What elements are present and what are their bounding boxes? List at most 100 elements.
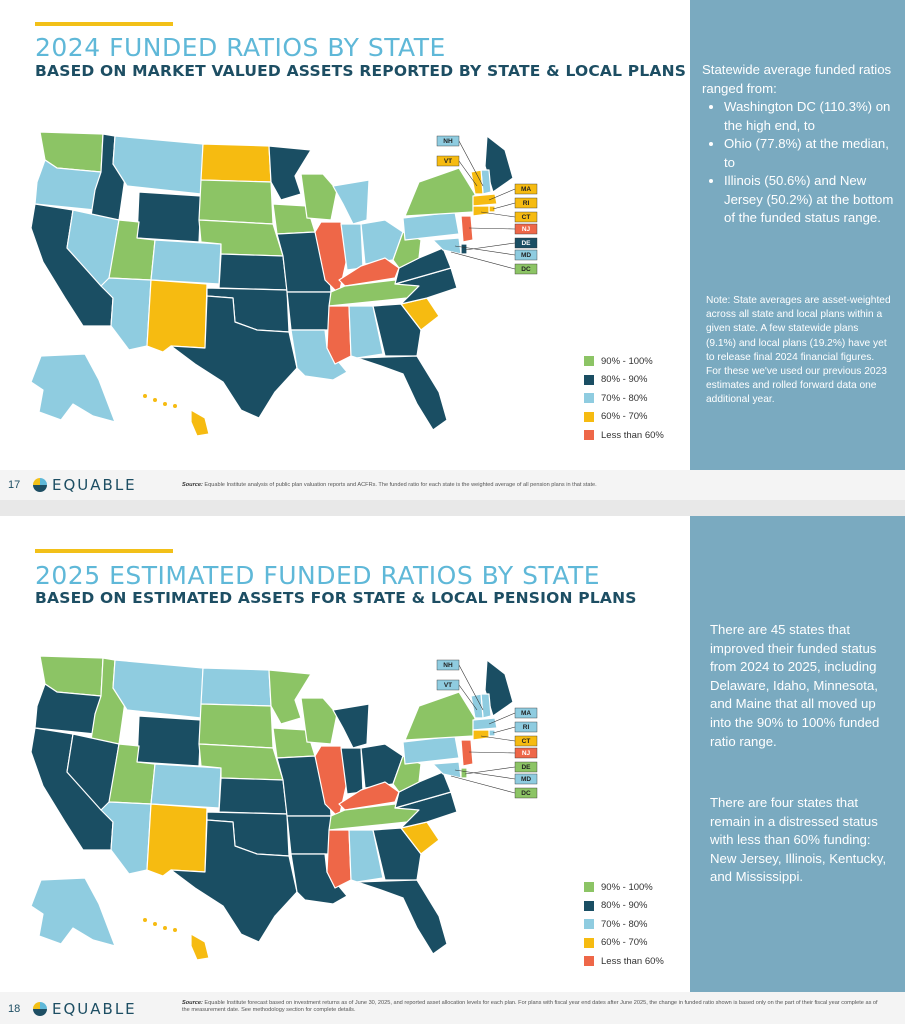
legend-item: 80% - 90% [584, 897, 664, 916]
state-wv [392, 231, 422, 269]
state-ga [372, 827, 422, 881]
state-tx [170, 819, 298, 943]
equable-logo: EQUABLE [32, 476, 137, 494]
state-wy [136, 191, 202, 243]
state-ma [472, 193, 498, 207]
state-me [484, 659, 514, 717]
tag-box [514, 761, 538, 773]
tag-leader-line [492, 726, 516, 734]
source-text: Equable Institute analysis of public pla… [204, 482, 597, 488]
state-mn [268, 669, 312, 725]
source-label: Source: [182, 482, 203, 488]
state-ga [372, 303, 422, 357]
tag-box [514, 211, 538, 223]
state-co [150, 763, 222, 809]
equable-logo-icon [33, 1002, 47, 1016]
sidebar-bullet: Illinois (50.6%) and New Jersey (50.2%) … [724, 172, 894, 228]
legend-item: Less than 60% [584, 952, 664, 971]
state-al [348, 305, 384, 359]
legend-item: 90% - 100% [584, 878, 664, 897]
state-tag-ma: MA [488, 707, 538, 725]
legend-label: 70% - 80% [601, 918, 648, 930]
state-wy [136, 715, 202, 767]
legend-item: 60% - 70% [584, 934, 664, 953]
state-ar [286, 815, 332, 855]
sidebar-panel: There are 45 states that improved their … [690, 516, 905, 992]
state-mi [332, 703, 370, 749]
page-number: 17 [8, 479, 21, 491]
state-co [150, 239, 222, 285]
slide-title: 2024 FUNDED RATIOS BY STATE [35, 33, 446, 62]
state-tag-md: MD [454, 769, 538, 785]
tag-leader-line [458, 140, 484, 187]
sidebar-paragraph: There are four states that remain in a d… [710, 795, 887, 885]
state-ks [218, 777, 288, 815]
state-tag-nh: NH [436, 659, 484, 711]
state-la [290, 853, 348, 905]
source-label: Source: [182, 1000, 203, 1006]
legend-label: 90% - 100% [601, 881, 653, 893]
legend-label: 90% - 100% [601, 355, 653, 367]
tag-leader-line [488, 188, 516, 201]
state-hi-island [143, 918, 147, 922]
state-tag-nj: NJ [468, 747, 538, 759]
legend-item: 90% - 100% [584, 352, 664, 371]
tag-label: VT [444, 158, 452, 165]
equable-logo-icon [33, 478, 47, 492]
tag-leader-line [458, 160, 478, 187]
tag-leader-line [480, 735, 516, 742]
state-tag-de: DE [464, 761, 538, 775]
sidebar-bullet: Ohio (77.8%) at the median, to [724, 135, 894, 172]
state-tag-ct: CT [480, 211, 538, 223]
state-de [460, 767, 468, 779]
state-ny [404, 167, 476, 217]
state-wv [392, 755, 422, 793]
state-nm [146, 803, 208, 877]
tag-label: NH [443, 662, 453, 669]
legend-label: 80% - 90% [601, 374, 648, 386]
state-tx [170, 295, 298, 419]
state-ct [472, 729, 490, 741]
legend-swatch [584, 937, 594, 948]
legend-swatch [584, 411, 594, 422]
legend-swatch [584, 919, 594, 930]
tag-box [514, 223, 538, 235]
state-nc [394, 267, 458, 305]
state-al [348, 829, 384, 883]
tag-box [514, 773, 538, 785]
slide-2025: 2025 ESTIMATED FUNDED RATIOS BY STATE BA… [0, 516, 905, 1024]
tag-leader-line [492, 202, 516, 210]
state-tag-de: DE [464, 237, 538, 251]
state-hi-island [163, 402, 167, 406]
state-tag-ma: MA [488, 183, 538, 201]
page-number: 18 [8, 1003, 21, 1015]
slide-title: 2025 ESTIMATED FUNDED RATIOS BY STATE [35, 561, 601, 590]
tag-label: NJ [522, 226, 531, 233]
state-mi [332, 179, 370, 225]
tag-label: CT [522, 214, 531, 221]
tag-leader-line [464, 766, 516, 775]
state-me [484, 135, 514, 193]
state-hi [190, 409, 210, 437]
state-hi-island [163, 926, 167, 930]
state-la [290, 329, 348, 381]
tag-leader-line [468, 751, 516, 754]
legend-label: 70% - 80% [601, 392, 648, 404]
state-nc [394, 791, 458, 829]
legend-item: 80% - 90% [584, 371, 664, 390]
tag-label: DC [521, 790, 531, 797]
state-tag-nj: NJ [468, 223, 538, 235]
tag-label: DE [521, 240, 531, 247]
source-note: Source: Equable Institute analysis of pu… [182, 482, 882, 489]
state-tag-ri: RI [492, 721, 538, 734]
sidebar-note: Note: State averages are asset-weighted … [706, 295, 891, 406]
tag-leader-line [458, 684, 478, 711]
tag-label: DE [521, 764, 531, 771]
state-hi [190, 933, 210, 961]
slide-subtitle: BASED ON ESTIMATED ASSETS FOR STATE & LO… [35, 589, 637, 607]
tag-box [514, 707, 538, 719]
tag-leader-line [450, 251, 516, 270]
legend-label: 60% - 70% [601, 411, 648, 423]
state-tag-dc: DC [450, 251, 538, 275]
accent-bar [35, 22, 173, 26]
